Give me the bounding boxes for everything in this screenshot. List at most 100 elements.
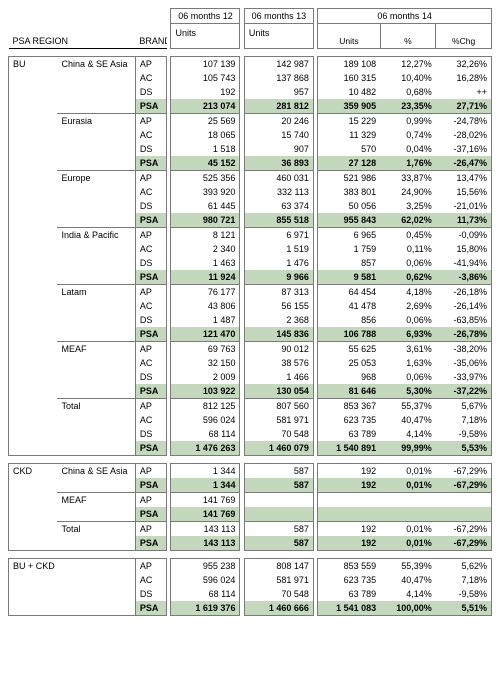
u13: 808 147 bbox=[244, 559, 313, 574]
u12: 61 445 bbox=[171, 199, 240, 213]
pct: 10,40% bbox=[380, 71, 436, 85]
pct: 0,68% bbox=[380, 85, 436, 99]
brand-cell: DS bbox=[135, 199, 166, 213]
u12: 105 743 bbox=[171, 71, 240, 85]
pct: 0,62% bbox=[380, 270, 436, 285]
u14: 106 788 bbox=[318, 327, 380, 342]
pct: 0,06% bbox=[380, 313, 436, 327]
u13: 1 476 bbox=[244, 256, 313, 270]
pct: 3,61% bbox=[380, 342, 436, 357]
region-blank bbox=[57, 559, 135, 616]
u13: 90 012 bbox=[244, 342, 313, 357]
brand-cell: PSA bbox=[135, 327, 166, 342]
brand-cell: AC bbox=[135, 413, 166, 427]
pct: 40,47% bbox=[380, 573, 436, 587]
chg bbox=[436, 507, 492, 522]
u14: 857 bbox=[318, 256, 380, 270]
pct: 0,01% bbox=[380, 522, 436, 537]
brand-cell: PSA bbox=[135, 441, 166, 456]
brand-cell: AP bbox=[135, 399, 166, 414]
chg: -28,02% bbox=[436, 128, 492, 142]
u14: 189 108 bbox=[318, 57, 380, 72]
u14: 64 454 bbox=[318, 285, 380, 300]
u12: 121 470 bbox=[171, 327, 240, 342]
brand-cell: PSA bbox=[135, 507, 166, 522]
brand-cell: AP bbox=[135, 57, 166, 72]
u12: 68 114 bbox=[171, 587, 240, 601]
pct: 55,37% bbox=[380, 399, 436, 414]
u13: 15 740 bbox=[244, 128, 313, 142]
brand-cell: PSA bbox=[135, 384, 166, 399]
chg: ++ bbox=[436, 85, 492, 99]
brand-cell: AP bbox=[135, 114, 166, 129]
pct: 100,00% bbox=[380, 601, 436, 616]
pct: 0,45% bbox=[380, 228, 436, 243]
brand-cell: AP bbox=[135, 342, 166, 357]
region-china-&-se-asia: China & SE Asia bbox=[57, 57, 135, 114]
u14: 968 bbox=[318, 370, 380, 384]
u14: 856 bbox=[318, 313, 380, 327]
chg: -0,09% bbox=[436, 228, 492, 243]
chg: -26,78% bbox=[436, 327, 492, 342]
u13: 130 054 bbox=[244, 384, 313, 399]
pct: 62,02% bbox=[380, 213, 436, 228]
u13: 1 466 bbox=[244, 370, 313, 384]
u12: 596 024 bbox=[171, 413, 240, 427]
u12: 192 bbox=[171, 85, 240, 99]
pct bbox=[380, 507, 436, 522]
chg: -67,29% bbox=[436, 478, 492, 493]
region-latam: Latam bbox=[57, 285, 135, 342]
brand-cell: AP bbox=[135, 464, 166, 479]
chg: -26,18% bbox=[436, 285, 492, 300]
pct: 6,93% bbox=[380, 327, 436, 342]
u13: 855 518 bbox=[244, 213, 313, 228]
chg: 15,56% bbox=[436, 185, 492, 199]
u14: 6 965 bbox=[318, 228, 380, 243]
u12: 2 009 bbox=[171, 370, 240, 384]
pct: 33,87% bbox=[380, 171, 436, 186]
u14: 1 759 bbox=[318, 242, 380, 256]
pct: 0,99% bbox=[380, 114, 436, 129]
chg: -26,14% bbox=[436, 299, 492, 313]
u13: 2 368 bbox=[244, 313, 313, 327]
u14: 955 843 bbox=[318, 213, 380, 228]
chg: -24,78% bbox=[436, 114, 492, 129]
pct: 0,01% bbox=[380, 478, 436, 493]
brand-cell: DS bbox=[135, 587, 166, 601]
pct bbox=[380, 493, 436, 508]
u13: 460 031 bbox=[244, 171, 313, 186]
u13: 587 bbox=[244, 536, 313, 551]
u12: 143 113 bbox=[171, 536, 240, 551]
pct: 1,76% bbox=[380, 156, 436, 171]
u14: 853 367 bbox=[318, 399, 380, 414]
u12: 812 125 bbox=[171, 399, 240, 414]
u13: 70 548 bbox=[244, 587, 313, 601]
u14: 623 735 bbox=[318, 413, 380, 427]
period-13: 06 months 13 bbox=[244, 9, 313, 24]
brand-cell: AP bbox=[135, 171, 166, 186]
hdr-units-14: Units bbox=[318, 24, 380, 49]
pct: 0,01% bbox=[380, 464, 436, 479]
u14: 11 329 bbox=[318, 128, 380, 142]
chg: -9,58% bbox=[436, 587, 492, 601]
u14: 853 559 bbox=[318, 559, 380, 574]
brand-cell: DS bbox=[135, 142, 166, 156]
brand-cell: AC bbox=[135, 185, 166, 199]
u13: 137 868 bbox=[244, 71, 313, 85]
u14: 55 625 bbox=[318, 342, 380, 357]
psa-table: 06 months 1206 months 1306 months 14PSA … bbox=[8, 8, 492, 624]
chg: 32,26% bbox=[436, 57, 492, 72]
u14: 1 540 891 bbox=[318, 441, 380, 456]
u12: 8 121 bbox=[171, 228, 240, 243]
u13: 142 987 bbox=[244, 57, 313, 72]
u13: 36 893 bbox=[244, 156, 313, 171]
hdr-units-12: Units bbox=[171, 24, 240, 49]
u14: 25 053 bbox=[318, 356, 380, 370]
region-eurasia: Eurasia bbox=[57, 114, 135, 171]
u12: 68 114 bbox=[171, 427, 240, 441]
pct: 55,39% bbox=[380, 559, 436, 574]
u12: 1 518 bbox=[171, 142, 240, 156]
chg: 7,18% bbox=[436, 573, 492, 587]
u14: 1 541 083 bbox=[318, 601, 380, 616]
u14: 192 bbox=[318, 464, 380, 479]
